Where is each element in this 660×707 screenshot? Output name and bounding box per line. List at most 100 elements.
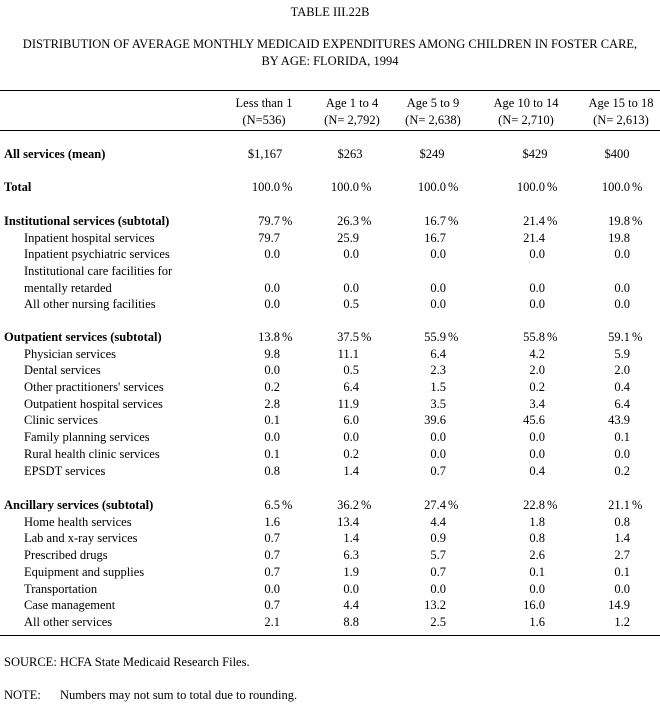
value-cell: 0.7 bbox=[210, 564, 280, 581]
value-cell: 0.0 bbox=[376, 581, 446, 598]
value-cell: 11.1 bbox=[289, 346, 359, 363]
percent-sign: % bbox=[632, 180, 643, 194]
value-cell: 0.0 bbox=[475, 429, 545, 446]
column-header-n: (N=536) bbox=[242, 113, 286, 127]
value-cell: 1.9 bbox=[289, 564, 359, 581]
table-row: Dental services 0.0 0.5 2.3 2.0 2.0 bbox=[0, 362, 660, 379]
value-cell: 0.2 bbox=[210, 379, 280, 396]
value: 79.7 bbox=[258, 214, 280, 228]
value: 6.0 bbox=[343, 413, 359, 427]
table-row: Inpatient hospital services 79.7 25.9 16.7 2… bbox=[0, 230, 660, 247]
percent-sign: % bbox=[361, 180, 372, 194]
table-title: TABLE III.22B bbox=[290, 5, 370, 19]
value-cell: 1.6 bbox=[210, 514, 280, 531]
table-subtitle-line2: BY AGE: FLORIDA, 1994 bbox=[261, 54, 399, 68]
value-cell: 0.0 bbox=[210, 362, 280, 379]
value: 0.0 bbox=[529, 281, 545, 295]
value-cell: 79.7 bbox=[210, 230, 280, 247]
row-label: Equipment and supplies bbox=[24, 565, 145, 579]
percent-sign: % bbox=[361, 498, 372, 512]
value-cell: 0.0 bbox=[289, 581, 359, 598]
value-cell: 26.3% bbox=[289, 213, 371, 230]
value-cell: 0.9 bbox=[376, 530, 446, 547]
column-header-label: Age 5 to 9 bbox=[406, 96, 460, 110]
percent-sign: % bbox=[632, 214, 643, 228]
value-cell: 25.9 bbox=[289, 230, 359, 247]
percent-sign: % bbox=[282, 498, 293, 512]
row-label: EPSDT services bbox=[24, 464, 106, 478]
table-row: Physician services 9.8 11.1 6.4 4.2 5.9 bbox=[0, 346, 660, 363]
value-cell: 16.7 bbox=[376, 230, 446, 247]
value: 2.0 bbox=[614, 363, 630, 377]
value-cell: 1.4 bbox=[560, 530, 630, 547]
value-cell: 0.0 bbox=[475, 296, 545, 313]
table-row: Institutional care facilities for bbox=[0, 263, 660, 280]
value: 2.8 bbox=[264, 397, 280, 411]
value-cell: 1.4 bbox=[289, 463, 359, 480]
value-cell: 6.4 bbox=[289, 379, 359, 396]
value: 4.4 bbox=[343, 598, 359, 612]
value-cell: 13.8% bbox=[210, 329, 292, 346]
note-label: NOTE: bbox=[4, 688, 41, 702]
value: 0.0 bbox=[529, 447, 545, 461]
value: 0.2 bbox=[264, 380, 280, 394]
value: 100.0 bbox=[516, 180, 545, 194]
value: 0.0 bbox=[264, 247, 280, 261]
value: 4.2 bbox=[529, 347, 545, 361]
value-cell: 0.0 bbox=[210, 429, 280, 446]
row-label: Institutional services (subtotal) bbox=[4, 214, 170, 228]
value-cell: 3.4 bbox=[475, 396, 545, 413]
value-cell: 0.0 bbox=[210, 246, 280, 263]
value-cell: 0.0 bbox=[376, 429, 446, 446]
value-cell: 79.7% bbox=[210, 213, 292, 230]
value: 0.0 bbox=[529, 430, 545, 444]
value: 59.1 bbox=[608, 330, 630, 344]
row-label: All other services bbox=[24, 615, 113, 629]
row-label: Prescribed drugs bbox=[24, 548, 108, 562]
row-label: All other nursing facilities bbox=[24, 297, 156, 311]
value-cell: 0.5 bbox=[289, 362, 359, 379]
value-cell: 2.6 bbox=[475, 547, 545, 564]
row-label: Lab and x-ray services bbox=[24, 531, 138, 545]
value: 0.8 bbox=[614, 515, 630, 529]
value-cell: 0.0 bbox=[560, 446, 630, 463]
value-cell: 13.2 bbox=[376, 597, 446, 614]
value-cell: 8.8 bbox=[289, 614, 359, 631]
column-header-label: Age 15 to 18 bbox=[588, 96, 654, 110]
value: 0.2 bbox=[529, 380, 545, 394]
value-cell: 37.5% bbox=[289, 329, 371, 346]
value-cell: 14.9 bbox=[560, 597, 630, 614]
value: 100.0 bbox=[601, 180, 630, 194]
value: 0.0 bbox=[430, 281, 446, 295]
value: 0.8 bbox=[529, 531, 545, 545]
value: 21.4 bbox=[523, 214, 545, 228]
note-text: Numbers may not sum to total due to roun… bbox=[60, 688, 298, 702]
value: 13.2 bbox=[424, 598, 446, 612]
row-label: Outpatient services (subtotal) bbox=[4, 330, 162, 344]
value: 0.0 bbox=[343, 247, 359, 261]
value: 0.9 bbox=[430, 531, 446, 545]
value-cell: 0.1 bbox=[210, 446, 280, 463]
value: 9.8 bbox=[264, 347, 280, 361]
value-cell: 2.0 bbox=[475, 362, 545, 379]
value: 3.4 bbox=[529, 397, 545, 411]
value-cell: 0.7 bbox=[210, 530, 280, 547]
value: 45.6 bbox=[523, 413, 545, 427]
table-row: Transportation 0.0 0.0 0.0 0.0 0.0 bbox=[0, 581, 660, 598]
value: 0.1 bbox=[264, 447, 280, 461]
value-cell: 0.0 bbox=[376, 446, 446, 463]
value: 14.9 bbox=[608, 598, 630, 612]
value: 0.0 bbox=[264, 363, 280, 377]
value-cell: 0.0 bbox=[560, 280, 630, 297]
percent-sign: % bbox=[448, 330, 459, 344]
row-label: Institutional care facilities for bbox=[24, 264, 173, 278]
column-header-n: (N= 2,613) bbox=[593, 113, 649, 127]
value: 2.3 bbox=[430, 363, 446, 377]
value: 6.4 bbox=[614, 397, 630, 411]
value-cell: 0.8 bbox=[560, 514, 630, 531]
value-cell: $400 bbox=[604, 147, 630, 161]
source-note: SOURCE: HCFA State Medicaid Research Fil… bbox=[4, 655, 250, 669]
value: 2.7 bbox=[614, 548, 630, 562]
value-cell: 0.1 bbox=[560, 429, 630, 446]
